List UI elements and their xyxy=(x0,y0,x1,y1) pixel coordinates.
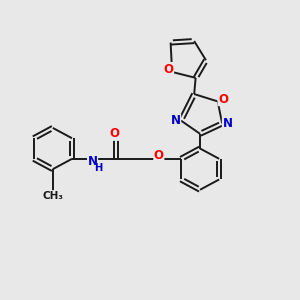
Text: N: N xyxy=(222,117,233,130)
Text: O: O xyxy=(154,148,164,161)
Text: O: O xyxy=(218,93,228,106)
Text: O: O xyxy=(164,62,174,76)
Text: O: O xyxy=(110,127,120,140)
Text: CH₃: CH₃ xyxy=(42,190,63,201)
Text: N: N xyxy=(171,114,181,127)
Text: N: N xyxy=(88,155,98,168)
Text: H: H xyxy=(94,163,103,173)
